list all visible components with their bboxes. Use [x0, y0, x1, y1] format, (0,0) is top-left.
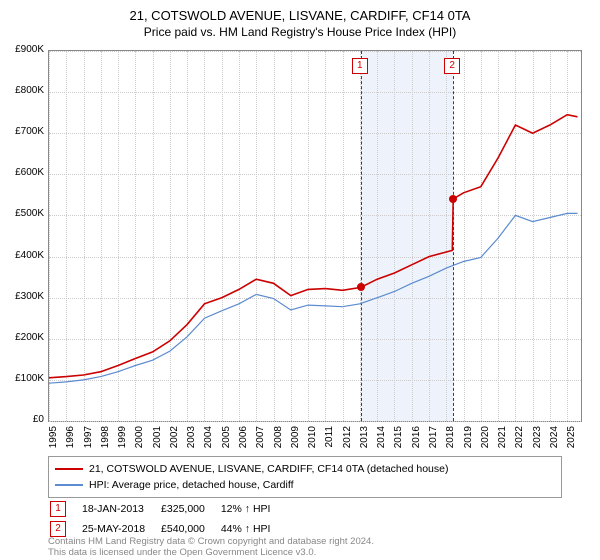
y-tick-label: £800K — [2, 85, 44, 96]
event-price-1: £325,000 — [161, 500, 219, 518]
event-date-1: 18-JAN-2013 — [82, 500, 159, 518]
footer-attribution: Contains HM Land Registry data © Crown c… — [48, 536, 374, 559]
x-tick-label: 2010 — [307, 426, 318, 466]
x-tick-label: 2012 — [342, 426, 353, 466]
sale-marker — [449, 195, 457, 203]
event-marker-box: 2 — [444, 58, 460, 74]
event-delta-1: 12% ↑ HPI — [221, 500, 285, 518]
events-table: 1 18-JAN-2013 £325,000 12% ↑ HPI 2 25-MA… — [48, 498, 286, 540]
x-tick-label: 1995 — [48, 426, 59, 466]
x-tick-label: 1999 — [117, 426, 128, 466]
x-tick-label: 1997 — [83, 426, 94, 466]
y-tick-label: £0 — [2, 414, 44, 425]
x-tick-label: 2022 — [514, 426, 525, 466]
legend-swatch-0 — [55, 468, 83, 470]
x-tick-label: 2013 — [359, 426, 370, 466]
chart-title: 21, COTSWOLD AVENUE, LISVANE, CARDIFF, C… — [0, 0, 600, 23]
x-tick-label: 2016 — [411, 426, 422, 466]
x-tick-label: 2021 — [497, 426, 508, 466]
x-tick-label: 2003 — [186, 426, 197, 466]
event-badge-1: 1 — [50, 501, 66, 517]
x-tick-label: 2006 — [238, 426, 249, 466]
x-tick-label: 2017 — [428, 426, 439, 466]
x-tick-label: 2007 — [255, 426, 266, 466]
x-tick-label: 2024 — [549, 426, 560, 466]
x-tick-label: 2019 — [463, 426, 474, 466]
y-tick-label: £300K — [2, 291, 44, 302]
x-tick-label: 2009 — [290, 426, 301, 466]
x-tick-label: 2005 — [221, 426, 232, 466]
y-tick-label: £700K — [2, 126, 44, 137]
x-tick-label: 2023 — [532, 426, 543, 466]
x-tick-label: 2004 — [203, 426, 214, 466]
event-badge-2: 2 — [50, 521, 66, 537]
x-tick-label: 2018 — [445, 426, 456, 466]
event-marker-box: 1 — [352, 58, 368, 74]
x-tick-label: 1996 — [65, 426, 76, 466]
y-tick-label: £100K — [2, 373, 44, 384]
x-tick-label: 2015 — [393, 426, 404, 466]
y-tick-label: £400K — [2, 250, 44, 261]
y-tick-label: £500K — [2, 208, 44, 219]
chart-subtitle: Price paid vs. HM Land Registry's House … — [0, 25, 600, 39]
y-tick-label: £900K — [2, 44, 44, 55]
sale-marker — [357, 283, 365, 291]
plot-area — [48, 50, 582, 422]
x-tick-label: 2008 — [273, 426, 284, 466]
legend-label-1: HPI: Average price, detached house, Card… — [89, 479, 294, 491]
x-tick-label: 1998 — [100, 426, 111, 466]
x-tick-label: 2002 — [169, 426, 180, 466]
y-tick-label: £200K — [2, 332, 44, 343]
y-tick-label: £600K — [2, 167, 44, 178]
x-tick-label: 2000 — [134, 426, 145, 466]
x-tick-label: 2020 — [480, 426, 491, 466]
x-tick-label: 2025 — [566, 426, 577, 466]
x-tick-label: 2011 — [324, 426, 335, 466]
legend-swatch-1 — [55, 484, 83, 486]
x-tick-label: 2014 — [376, 426, 387, 466]
x-tick-label: 2001 — [152, 426, 163, 466]
